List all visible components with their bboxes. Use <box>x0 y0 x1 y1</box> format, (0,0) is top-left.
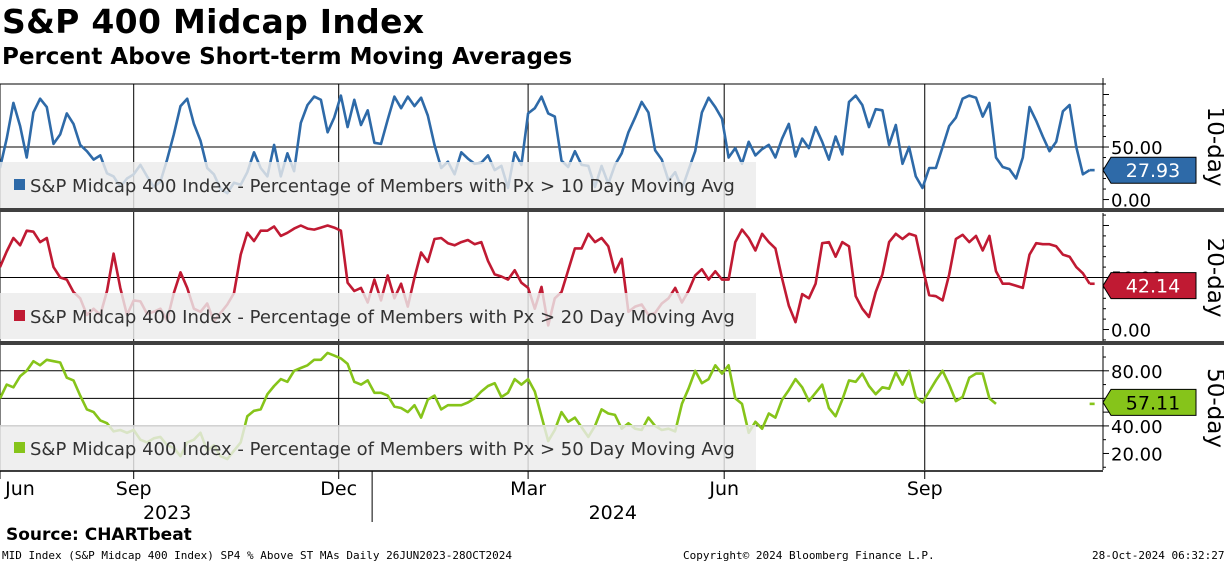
last-value-label-50-day: 57.11 <box>1126 392 1180 414</box>
footer-description: MID Index (S&P Midcap 400 Index) SP4 % A… <box>2 549 512 562</box>
legend-swatch-50-day <box>14 442 25 453</box>
y-tick-label-50-day: 80.00 <box>1111 362 1163 383</box>
last-value-tag-50-day <box>1102 388 1197 416</box>
panel-label-50-day: 50-day <box>1202 368 1224 448</box>
footer-timestamp: 28-Oct-2024 06:32:27 <box>1092 549 1224 562</box>
series-line-10-day <box>0 94 1091 195</box>
y-tick-label-50-day: 40.00 <box>1111 417 1163 438</box>
x-year-label-1: 2024 <box>589 502 637 524</box>
x-tick-label-4: Jun <box>708 478 739 500</box>
x-tick-label-1: Sep <box>116 478 152 500</box>
chart-subtitle: Percent Above Short-term Moving Averages <box>2 44 573 70</box>
panel-separator-2 <box>0 341 1224 345</box>
legend-text-20-day: S&P Midcap 400 Index - Percentage of Mem… <box>30 307 735 328</box>
legend-swatch-20-day <box>14 310 25 321</box>
x-tick-label-3: Mar <box>510 478 546 500</box>
y-tick-label-10-day: 50.00 <box>1111 138 1163 159</box>
legend-text-10-day: S&P Midcap 400 Index - Percentage of Mem… <box>30 176 735 197</box>
last-value-tag-20-day <box>1102 272 1197 300</box>
x-tick-label-0: Jun <box>4 478 35 500</box>
legend-text-50-day: S&P Midcap 400 Index - Percentage of Mem… <box>30 439 735 460</box>
x-year-label-0: 2023 <box>143 502 191 524</box>
y-tick-label-50-day: 20.00 <box>1111 444 1163 465</box>
chart-title: S&P 400 Midcap Index <box>2 2 425 41</box>
last-value-tag-10-day <box>1102 156 1197 184</box>
legend-box-10-day <box>0 162 756 208</box>
legend-box-50-day <box>0 425 756 471</box>
panel-separator-1 <box>0 208 1224 212</box>
footer-copyright: Copyright© 2024 Bloomberg Finance L.P. <box>683 549 935 562</box>
y-tick-label-20-day: 0.00 <box>1111 321 1151 342</box>
legend-swatch-10-day <box>14 179 25 190</box>
panel-label-10-day: 10-day <box>1202 107 1224 187</box>
y-tick-label-10-day: 0.00 <box>1111 191 1151 212</box>
x-tick-label-2: Dec <box>320 478 357 500</box>
panel-label-20-day: 20-day <box>1202 238 1224 318</box>
source-label: Source: CHARTbeat <box>6 525 192 545</box>
x-tick-label-5: Sep <box>907 478 943 500</box>
last-value-label-10-day: 27.93 <box>1126 160 1180 182</box>
legend-box-20-day <box>0 293 756 339</box>
last-value-label-20-day: 42.14 <box>1126 276 1180 298</box>
